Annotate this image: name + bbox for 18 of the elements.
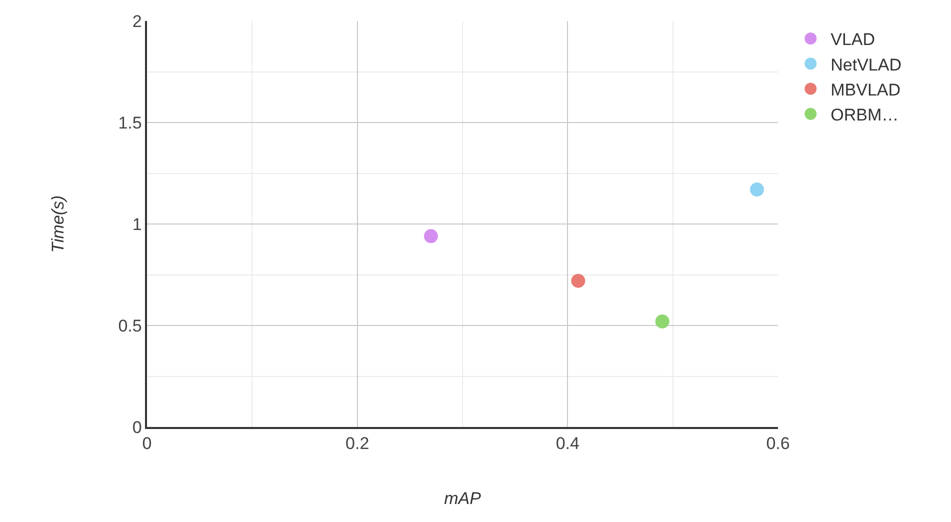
x-tick-label: 0.4 xyxy=(556,434,580,454)
legend-label: MBVLAD xyxy=(830,80,901,100)
legend-label: ORBM… xyxy=(830,105,899,124)
y-axis-title: Time(s) xyxy=(48,195,68,253)
y-tick-label: 0.5 xyxy=(118,316,142,336)
legend-label: NetVLAD xyxy=(830,55,902,74)
legend-label: VLAD xyxy=(830,30,876,50)
y-tick-label: 0 xyxy=(132,418,142,437)
x-axis-title: mAP xyxy=(444,489,482,508)
point xyxy=(571,274,586,288)
x-tick-label: 0.6 xyxy=(766,434,790,454)
point xyxy=(750,182,764,196)
y-tick-label: 1.5 xyxy=(118,113,142,132)
y-tick-label: 1 xyxy=(132,214,142,234)
point xyxy=(655,314,670,328)
x-tick-label: 0.2 xyxy=(346,434,370,454)
point xyxy=(424,229,438,244)
y-tick-label: 2 xyxy=(132,12,142,31)
